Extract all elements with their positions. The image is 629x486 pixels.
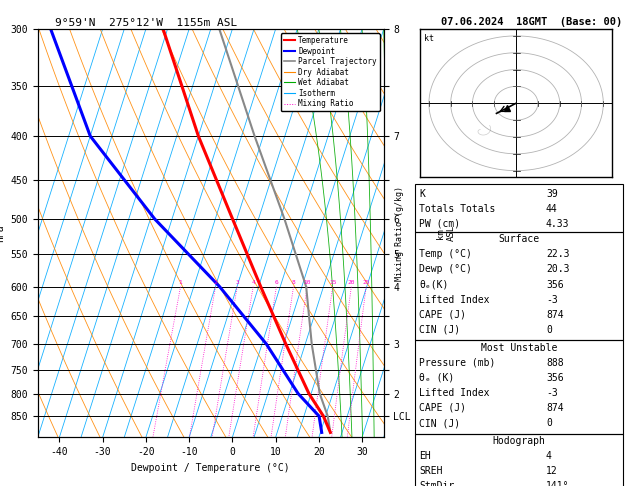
Text: 874: 874 (546, 403, 564, 413)
Text: 07.06.2024  18GMT  (Base: 00): 07.06.2024 18GMT (Base: 00) (441, 17, 622, 27)
Text: 3: 3 (235, 280, 239, 285)
Text: 4.33: 4.33 (546, 219, 569, 228)
Text: 2: 2 (214, 280, 218, 285)
Text: -3: -3 (546, 295, 558, 305)
Text: EH: EH (419, 451, 431, 461)
Text: 20: 20 (348, 280, 355, 285)
Text: Most Unstable: Most Unstable (481, 343, 557, 353)
Text: Temp (°C): Temp (°C) (419, 249, 472, 260)
Text: CAPE (J): CAPE (J) (419, 310, 466, 320)
X-axis label: Dewpoint / Temperature (°C): Dewpoint / Temperature (°C) (131, 463, 290, 473)
Y-axis label: hPa: hPa (0, 225, 5, 242)
Text: Pressure (mb): Pressure (mb) (419, 358, 495, 368)
Text: 0: 0 (546, 325, 552, 335)
Text: 141°: 141° (546, 481, 569, 486)
Text: 39: 39 (546, 189, 558, 198)
Text: 0: 0 (546, 418, 552, 428)
Text: 22.3: 22.3 (546, 249, 569, 260)
Text: CIN (J): CIN (J) (419, 418, 460, 428)
Text: CIN (J): CIN (J) (419, 325, 460, 335)
Text: SREH: SREH (419, 466, 442, 476)
Text: 8: 8 (292, 280, 296, 285)
Text: Dewp (°C): Dewp (°C) (419, 264, 472, 275)
Text: Lifted Index: Lifted Index (419, 295, 489, 305)
Text: K: K (419, 189, 425, 198)
Text: Lifted Index: Lifted Index (419, 388, 489, 398)
Text: Mixing Ratio (g/kg): Mixing Ratio (g/kg) (395, 186, 404, 281)
Text: 4: 4 (251, 280, 255, 285)
Text: 12: 12 (546, 466, 558, 476)
Text: PW (cm): PW (cm) (419, 219, 460, 228)
Text: 356: 356 (546, 279, 564, 290)
Text: Surface: Surface (498, 234, 540, 244)
Text: θₑ(K): θₑ(K) (419, 279, 448, 290)
Text: 888: 888 (546, 358, 564, 368)
Text: 874: 874 (546, 310, 564, 320)
Text: 10: 10 (303, 280, 311, 285)
Legend: Temperature, Dewpoint, Parcel Trajectory, Dry Adiabat, Wet Adiabat, Isotherm, Mi: Temperature, Dewpoint, Parcel Trajectory… (281, 33, 380, 111)
Text: kt: kt (424, 34, 434, 43)
Text: 9°59'N  275°12'W  1155m ASL: 9°59'N 275°12'W 1155m ASL (55, 18, 237, 28)
Text: Totals Totals: Totals Totals (419, 204, 495, 213)
Text: Hodograph: Hodograph (493, 436, 545, 446)
Text: 6: 6 (274, 280, 278, 285)
Text: 20.3: 20.3 (546, 264, 569, 275)
Text: 1: 1 (179, 280, 182, 285)
Text: CAPE (J): CAPE (J) (419, 403, 466, 413)
Text: 356: 356 (546, 373, 564, 383)
Text: 4: 4 (546, 451, 552, 461)
Y-axis label: km
ASL: km ASL (436, 225, 455, 242)
Text: θₑ (K): θₑ (K) (419, 373, 454, 383)
Text: 25: 25 (362, 280, 370, 285)
Text: StmDir: StmDir (419, 481, 454, 486)
Text: 15: 15 (329, 280, 337, 285)
Text: 44: 44 (546, 204, 558, 213)
Text: -3: -3 (546, 388, 558, 398)
